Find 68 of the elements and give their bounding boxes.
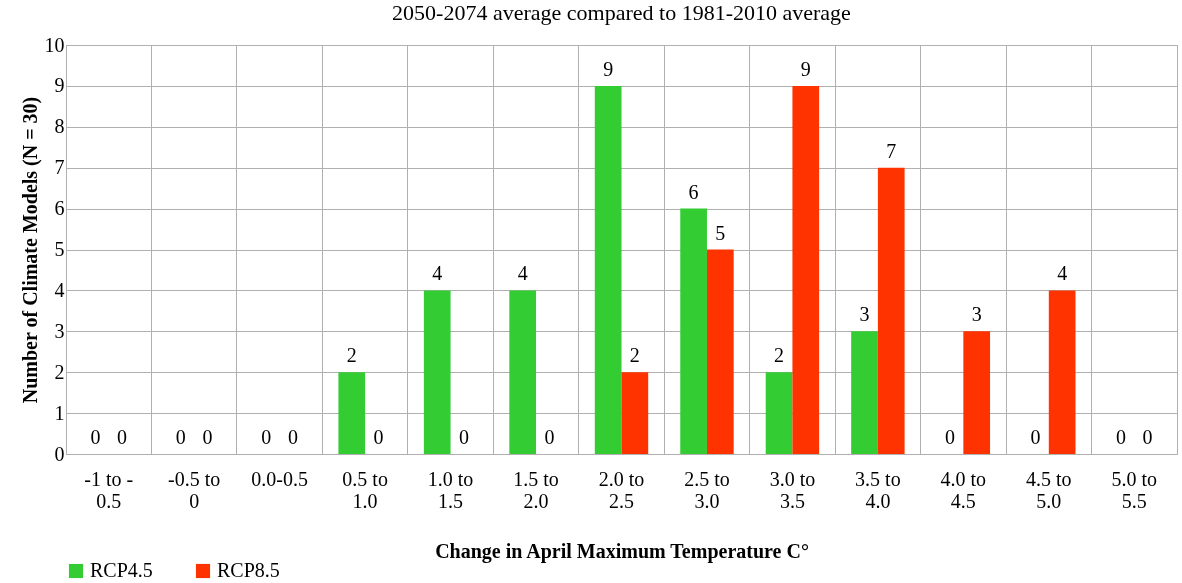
y-tick-label: 10: [44, 33, 65, 56]
y-tick-label: 5: [54, 238, 65, 260]
x-tick-label: 1.5 to 2.0: [513, 467, 559, 512]
data-label: 2: [629, 344, 640, 367]
data-label: 3: [971, 303, 982, 326]
y-axis-title: Number of Climate Models (N = 30): [18, 96, 42, 404]
data-label: 0: [117, 426, 128, 448]
y-tick-label: 7: [54, 156, 65, 179]
legend-label: RCP8.5: [217, 559, 280, 581]
data-label: 0: [944, 426, 955, 448]
data-label: 0: [175, 426, 186, 448]
y-tick-label: 1: [54, 401, 65, 424]
x-tick-label: 4.5 to 5.0: [1026, 467, 1072, 512]
x-tick-label: 0.0-0.5: [251, 467, 308, 490]
bar: [680, 208, 707, 454]
data-label: 9: [800, 57, 811, 80]
bar: [509, 290, 537, 454]
bar: [1048, 290, 1076, 454]
x-tick-label: 3.0 to 3.5: [769, 467, 816, 512]
data-label: 0: [1115, 426, 1126, 448]
y-tick-label: 8: [54, 115, 65, 138]
data-label: 0: [202, 426, 213, 448]
y-tick-label: 2: [54, 360, 65, 383]
data-label: 0: [90, 426, 101, 448]
chart-title: 2050-2074 average compared to 1981-2010 average: [392, 0, 851, 25]
bar: [706, 249, 734, 454]
data-label: 6: [688, 180, 699, 203]
data-label: 0: [261, 426, 272, 448]
legend-label: RCP4.5: [90, 559, 153, 581]
bar: [338, 372, 366, 454]
data-label: 0: [373, 426, 384, 448]
y-tick-label: 0: [54, 442, 65, 465]
bar: [792, 85, 820, 454]
y-tick-label: 4: [54, 278, 65, 301]
x-tick-label: 2.5 to 3.0: [684, 467, 730, 512]
bar: [877, 167, 905, 454]
data-label: 0: [1030, 426, 1041, 448]
x-tick-label: 0.5 to 1.0: [342, 467, 388, 512]
data-label: 7: [886, 139, 897, 162]
bar: [621, 372, 649, 454]
data-label: 5: [715, 221, 726, 244]
data-label: 4: [1057, 262, 1068, 285]
data-label: 2: [774, 344, 785, 367]
x-tick-label: 4.0 to 4.5: [940, 467, 987, 512]
x-axis-title: Change in April Maximum Temperature C°: [435, 539, 809, 563]
x-tick-label: -0.5 to 0: [168, 467, 221, 512]
data-label: 0: [288, 426, 299, 448]
data-label: 9: [603, 57, 614, 80]
bar: [963, 331, 991, 454]
bar: [423, 290, 451, 454]
data-label: 3: [859, 303, 870, 326]
x-tick-label: 5.0 to 5.5: [1111, 467, 1158, 512]
bar: [851, 331, 878, 454]
data-label: 4: [517, 262, 528, 285]
data-label: 4: [432, 262, 443, 285]
y-tick-label: 3: [54, 319, 65, 342]
x-tick-label: -1 to -0.5: [84, 467, 134, 512]
data-label: 2: [346, 344, 357, 367]
bar: [594, 85, 622, 454]
y-tick-label: 6: [54, 197, 65, 220]
data-label: 0: [544, 426, 555, 448]
x-tick-label: 3.5 to 4.0: [855, 467, 901, 512]
data-label: 0: [458, 426, 469, 448]
data-label: 0: [1142, 426, 1153, 448]
y-tick-label: 9: [54, 74, 65, 97]
x-tick-label: 1.0 to 1.5: [427, 467, 474, 512]
bar: [765, 372, 793, 454]
x-tick-label: 2.0 to 2.5: [598, 467, 645, 512]
